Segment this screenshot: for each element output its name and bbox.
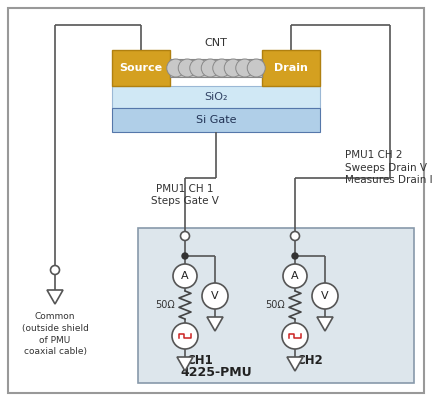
Polygon shape: [177, 357, 193, 371]
FancyBboxPatch shape: [170, 59, 262, 77]
Circle shape: [190, 59, 208, 77]
Polygon shape: [317, 317, 333, 331]
Circle shape: [290, 231, 299, 241]
Text: Drain: Drain: [274, 63, 308, 73]
Circle shape: [213, 59, 231, 77]
Circle shape: [224, 59, 242, 77]
FancyBboxPatch shape: [112, 86, 320, 108]
Circle shape: [181, 231, 190, 241]
Circle shape: [201, 59, 219, 77]
Polygon shape: [47, 290, 63, 304]
Polygon shape: [287, 357, 303, 371]
Circle shape: [172, 323, 198, 349]
FancyBboxPatch shape: [112, 108, 320, 132]
Circle shape: [182, 253, 188, 259]
Circle shape: [202, 283, 228, 309]
Text: A: A: [181, 271, 189, 281]
Text: CNT: CNT: [205, 38, 227, 48]
Text: PMU1 CH 2
Sweeps Drain V
Measures Drain I: PMU1 CH 2 Sweeps Drain V Measures Drain …: [345, 150, 432, 185]
Text: CH1: CH1: [187, 354, 213, 367]
Text: Common
(outside shield
of PMU
coaxial cable): Common (outside shield of PMU coaxial ca…: [22, 312, 89, 356]
Text: A: A: [291, 271, 299, 281]
Circle shape: [292, 253, 298, 259]
Text: 50Ω: 50Ω: [155, 300, 175, 310]
Circle shape: [283, 264, 307, 288]
Circle shape: [51, 265, 60, 275]
Circle shape: [312, 283, 338, 309]
Circle shape: [236, 59, 254, 77]
Text: 4225-PMU: 4225-PMU: [180, 367, 252, 379]
Text: V: V: [211, 291, 219, 301]
Polygon shape: [207, 317, 223, 331]
Text: V: V: [321, 291, 329, 301]
Text: 50Ω: 50Ω: [265, 300, 285, 310]
Text: Si Gate: Si Gate: [196, 115, 236, 125]
Text: Source: Source: [119, 63, 162, 73]
Circle shape: [173, 264, 197, 288]
Circle shape: [167, 59, 185, 77]
Text: PMU1 CH 1
Steps Gate V: PMU1 CH 1 Steps Gate V: [151, 184, 219, 206]
FancyBboxPatch shape: [112, 50, 170, 86]
FancyBboxPatch shape: [138, 228, 414, 383]
FancyBboxPatch shape: [8, 8, 424, 393]
Text: SiO₂: SiO₂: [204, 92, 228, 102]
Circle shape: [247, 59, 265, 77]
Circle shape: [178, 59, 196, 77]
Text: CH2: CH2: [297, 354, 324, 367]
FancyBboxPatch shape: [262, 50, 320, 86]
Circle shape: [282, 323, 308, 349]
